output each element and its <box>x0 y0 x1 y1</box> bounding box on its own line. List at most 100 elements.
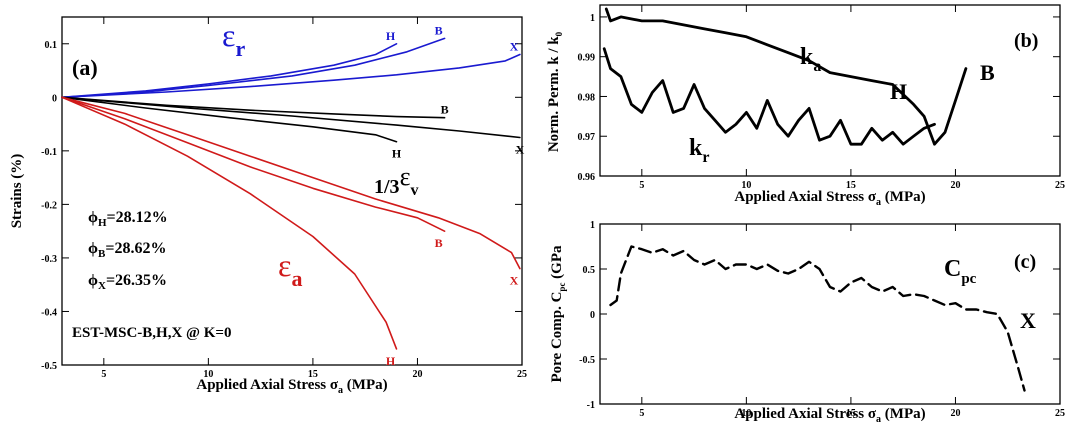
panel-c-x-tick-label: 20 <box>950 408 960 419</box>
eps-a-symbol: ε <box>278 247 291 283</box>
panel-b-y-axis-label-main: Norm. Perm. k / k <box>546 36 562 152</box>
porosity-b-value: =28.62% <box>105 240 166 257</box>
panel-c-series-c-pc <box>609 245 1026 392</box>
panel-b-y-tick-label: 0.98 <box>578 92 596 103</box>
panel-b-y-tick-label: 0.99 <box>578 53 596 64</box>
panel-a-x-tick-label: 25 <box>517 369 527 380</box>
panel-b-y-tick-label: 0.96 <box>578 172 596 183</box>
panel-b-ticks: 5 10 15 20 25 1 0.99 0.98 0.97 0.96 <box>578 5 1065 191</box>
panel-a-y-tick-label: 0.1 <box>45 40 58 51</box>
panel-b-x-axis-label: Applied Axial Stress σa (MPa) <box>734 189 925 208</box>
panel-a-series-eps-r-h <box>61 43 398 99</box>
panel-a-y-tick-label: -0.1 <box>41 147 57 158</box>
cpc-annotation: Cpc <box>944 256 977 287</box>
panel-c-x-axis-label-unit: (MPa) <box>881 406 926 422</box>
kr-annotation: kr <box>689 135 709 166</box>
cpc-symbol: C <box>944 256 961 282</box>
panel-a-y-tick-label: 0 <box>52 93 57 104</box>
panel-b-frame <box>599 4 1061 177</box>
porosity-b-symbol: ϕ <box>88 240 98 257</box>
porosity-b: ϕB=28.62% <box>88 240 166 260</box>
panel-a-series-eps-v-h-label: H <box>392 147 402 161</box>
eps-r-subscript: r <box>235 36 245 61</box>
porosity-h-subscript: H <box>98 217 107 229</box>
panel-a-series-eps-r-b <box>61 37 446 99</box>
panel-b-y-axis-label: Norm. Perm. k / k0 <box>546 31 564 152</box>
porosity-h: ϕH=28.12% <box>88 209 168 229</box>
panel-a-series-eps-v-x-label: X <box>516 142 525 156</box>
panel-a-series-eps-v-x <box>61 96 521 139</box>
panel-c-x-axis-label: Applied Axial Stress σa (MPa) <box>734 406 925 424</box>
panel-b-x-axis-label-main: Applied Axial Stress σ <box>734 189 876 205</box>
panel-a-series-eps-r-b-label: B <box>435 23 443 37</box>
panel-a: 5 10 15 20 25 0.1 0 -0.1 -0.2 -0.3 -0.4 -0.5 H B X B H X… <box>9 16 527 396</box>
panel-c-y-axis-label-sub: pc <box>557 283 567 292</box>
panel-a-x-axis-label-sub: a <box>338 385 343 396</box>
panel-c-x-axis-label-main: Applied Axial Stress σ <box>734 406 876 422</box>
panel-b-x-tick-label: 25 <box>1055 180 1065 191</box>
panel-a-x-axis-label-unit: (MPa) <box>343 377 388 393</box>
panel-a-note: EST-MSC-B,H,X @ K=0 <box>72 325 231 341</box>
panel-c-y-tick-label: -1 <box>587 400 595 411</box>
panel-b-y-axis-label-sub: 0 <box>554 31 564 36</box>
panel-b-h-label: H <box>890 79 907 104</box>
panel-a-ticks: 5 10 15 20 25 0.1 0 -0.1 -0.2 -0.3 -0.4 -0.5 <box>41 17 527 380</box>
panel-a-series-labels: H B X B H X X B H <box>386 23 525 368</box>
panel-b-x-axis-label-sub: a <box>876 197 881 208</box>
panel-c-x-tick-label: 5 <box>639 408 644 419</box>
panel-c-x-tick-label: 25 <box>1055 408 1065 419</box>
porosity-x-value: =26.35% <box>106 272 167 289</box>
panel-b-series-k-a <box>604 7 968 146</box>
eps-v-subscript: v <box>410 182 418 199</box>
panel-c-y-tick-label: 0.5 <box>583 265 596 276</box>
panel-c-y-tick-label: 1 <box>590 220 595 231</box>
panel-a-y-tick-label: -0.2 <box>41 200 57 211</box>
panel-a-label: (a) <box>72 55 98 80</box>
panel-b-series-k-r <box>602 47 936 146</box>
panel-a-series-eps-a-h <box>61 96 398 350</box>
panel-b-x-tick-label: 15 <box>846 180 856 191</box>
panel-c-x-label: X <box>1020 308 1036 333</box>
panel-b-lines <box>602 7 968 146</box>
eps-r-symbol: ε <box>222 17 235 53</box>
panel-c-y-axis-label: Pore Comp. Cpc (GPa <box>549 245 567 383</box>
panel-a-x-tick-label: 15 <box>308 369 318 380</box>
panel-c-label: (c) <box>1014 251 1036 273</box>
panel-a-series-eps-a-h-label: H <box>386 354 396 368</box>
panel-c-x-tick-label: 10 <box>741 408 751 419</box>
porosity-h-value: =28.12% <box>107 209 168 226</box>
panel-c-y-tick-label: -0.5 <box>579 355 595 366</box>
ka-annotation: ka <box>800 44 821 75</box>
panel-a-series-eps-a-x <box>61 96 521 270</box>
panel-c-x-tick-label: 15 <box>846 408 856 419</box>
eps-a-annotation: εa <box>278 247 302 291</box>
panel-c-lines <box>609 245 1026 392</box>
panel-b-b-label: B <box>980 60 995 85</box>
eps-r-annotation: εr <box>222 17 245 61</box>
panel-a-series-eps-v-h <box>61 96 398 143</box>
porosity-x-symbol: ϕ <box>88 272 98 289</box>
panel-a-y-axis-label: Strains (%) <box>9 154 25 229</box>
panel-b-x-tick-label: 5 <box>639 180 644 191</box>
panel-c-x-axis-label-sub: a <box>876 414 881 424</box>
ka-subscript: a <box>813 58 821 75</box>
porosity-x: ϕX=26.35% <box>88 272 167 292</box>
panel-b-x-axis-label-unit: (MPa) <box>881 189 926 205</box>
panel-a-series-eps-r-x-label: X <box>510 39 519 53</box>
panel-b-x-tick-label: 20 <box>950 180 960 191</box>
panel-a-x-axis-label: Applied Axial Stress σa (MPa) <box>196 377 387 396</box>
panel-a-frame <box>61 16 523 366</box>
panel-a-y-tick-label: -0.5 <box>41 361 57 372</box>
eps-a-subscript: a <box>291 266 302 291</box>
panel-a-series-eps-a-x-label: X <box>510 274 519 288</box>
eps-v-prefix: 1/3 <box>374 176 400 198</box>
panel-b-x-tick-label: 10 <box>741 180 751 191</box>
panel-a-series-eps-r-h-label: H <box>386 29 396 43</box>
eps-v-annotation: 1/3εv <box>374 162 418 199</box>
panel-a-y-tick-label: -0.4 <box>41 307 57 318</box>
panel-a-series-eps-a-b <box>61 96 446 232</box>
panel-b-y-tick-label: 1 <box>590 13 595 24</box>
panel-c-y-axis-label-unit: (GPa <box>549 245 565 283</box>
